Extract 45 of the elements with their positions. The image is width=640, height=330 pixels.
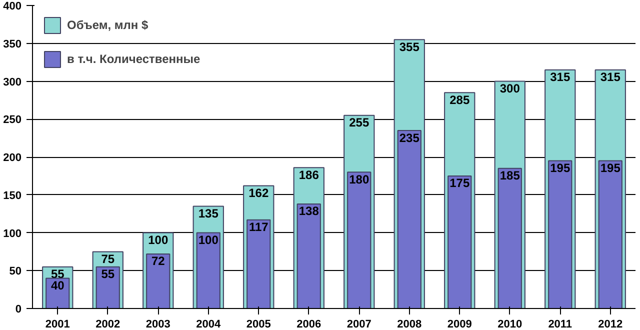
- y-tick-label: 100: [3, 228, 22, 240]
- data-label: 100: [148, 233, 168, 248]
- data-label: 117: [248, 220, 269, 234]
- x-tick-label: 2007: [346, 318, 372, 330]
- data-label: 355: [399, 40, 420, 54]
- data-label: 195: [550, 161, 570, 176]
- y-tick-label: 400: [3, 0, 22, 12]
- data-label: 55: [101, 267, 115, 282]
- x-tick-label: 2010: [498, 318, 522, 330]
- data-label: 255: [349, 116, 370, 130]
- x-tick-label: 2009: [447, 318, 472, 330]
- data-label: 300: [500, 82, 520, 96]
- data-label: 75: [101, 252, 115, 266]
- y-tick-label: 250: [3, 114, 22, 126]
- x-tick-label: 2001: [45, 318, 70, 330]
- y-tick-label: 50: [9, 266, 22, 278]
- data-label: 175: [450, 176, 470, 190]
- x-tick-label: 2012: [598, 318, 623, 330]
- data-label: 185: [500, 168, 520, 183]
- x-tick-label: 2002: [96, 318, 120, 330]
- x-tick-label: 2003: [146, 318, 170, 330]
- y-tick-label: 350: [3, 38, 22, 50]
- y-tick-label: 300: [3, 76, 22, 88]
- data-label: 138: [298, 204, 320, 218]
- data-label: 162: [248, 186, 269, 200]
- x-tick-label: 2004: [196, 318, 222, 330]
- data-label: 135: [198, 206, 219, 221]
- legend-label: в т.ч. Количественные: [67, 52, 200, 66]
- data-label: 315: [550, 70, 570, 84]
- data-label: 285: [450, 92, 470, 107]
- data-label: 180: [349, 172, 370, 186]
- x-tick-label: 2005: [246, 318, 271, 330]
- data-label: 186: [298, 168, 320, 182]
- y-tick-label: 200: [3, 152, 22, 164]
- data-label: 72: [151, 254, 166, 268]
- y-tick-label: 0: [15, 304, 22, 316]
- data-label: 315: [600, 70, 621, 84]
- data-label: 100: [198, 233, 219, 248]
- x-tick-label: 2006: [296, 318, 322, 330]
- data-label: 235: [399, 130, 420, 145]
- legend-label: Объем, млн $: [67, 18, 148, 32]
- data-label: 195: [600, 161, 621, 176]
- x-tick-label: 2011: [548, 318, 572, 330]
- x-tick-label: 2008: [397, 318, 422, 330]
- y-tick-label: 150: [3, 190, 22, 202]
